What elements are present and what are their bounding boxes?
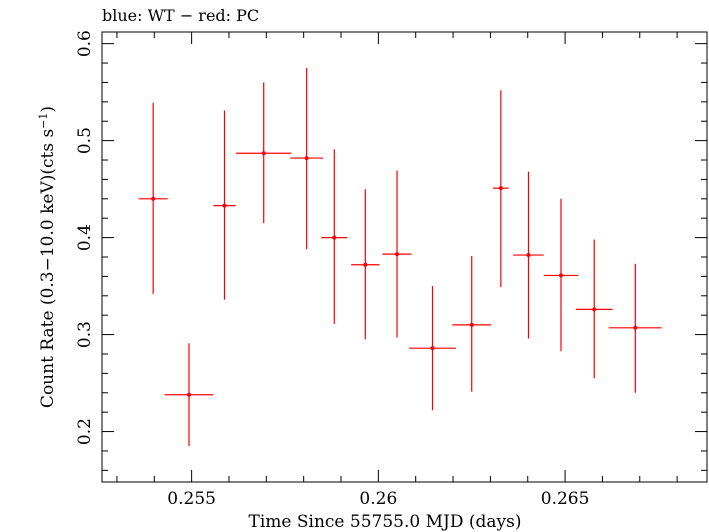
point-marker (187, 392, 192, 397)
point-marker (151, 196, 156, 201)
plot-frame (101, 31, 708, 483)
y-tick-label: 0.2 (75, 418, 95, 445)
x-tick-label: 0.255 (167, 489, 216, 509)
point-marker (363, 262, 368, 267)
x-tick-labels: 0.255 0.26 0.265 (167, 489, 589, 509)
point-marker (526, 253, 531, 258)
data-point (543, 198, 579, 352)
point-marker (469, 322, 474, 327)
y-axis-label-end: ) (38, 106, 58, 113)
data-point (608, 263, 662, 393)
point-marker (261, 151, 266, 156)
y-tick-label: 0.3 (75, 321, 95, 348)
data-point (236, 82, 292, 224)
x-axis-label: Time Since 55755.0 MJD (days) (249, 512, 522, 532)
data-point (493, 90, 509, 288)
point-marker (558, 273, 563, 278)
y-tick-label: 0.6 (75, 30, 95, 57)
data-point (213, 110, 236, 300)
data-point (351, 189, 380, 340)
point-marker (430, 346, 435, 351)
point-marker (633, 325, 638, 330)
y-tick-label: 0.4 (75, 224, 95, 251)
data-point (290, 67, 324, 250)
data-point (452, 256, 492, 392)
data-point (321, 149, 348, 324)
chart-title: blue: WT − red: PC (102, 6, 259, 25)
y-axis-label-superscript: −1 (37, 113, 50, 129)
point-marker (395, 252, 400, 257)
point-marker (498, 186, 503, 191)
point-marker (592, 307, 597, 312)
data-point (513, 171, 544, 339)
point-marker (332, 235, 337, 240)
data-point (382, 170, 412, 338)
y-axis-label-main: Count Rate (0.3−10.0 keV)(cts s (38, 129, 58, 408)
axis-ticks (102, 32, 707, 482)
data-points (138, 67, 662, 447)
y-tick-label: 0.5 (75, 127, 95, 154)
x-tick-label: 0.26 (359, 489, 397, 509)
data-point (575, 239, 613, 379)
data-point (408, 286, 457, 411)
point-marker (304, 156, 309, 161)
data-point (138, 102, 168, 294)
x-tick-label: 0.265 (541, 489, 590, 509)
point-marker (222, 203, 227, 208)
y-tick-labels: 0.2 0.3 0.4 0.5 0.6 (75, 30, 95, 445)
y-axis-label: Count Rate (0.3−10.0 keV)(cts s−1) (37, 106, 58, 408)
data-point (164, 343, 214, 447)
